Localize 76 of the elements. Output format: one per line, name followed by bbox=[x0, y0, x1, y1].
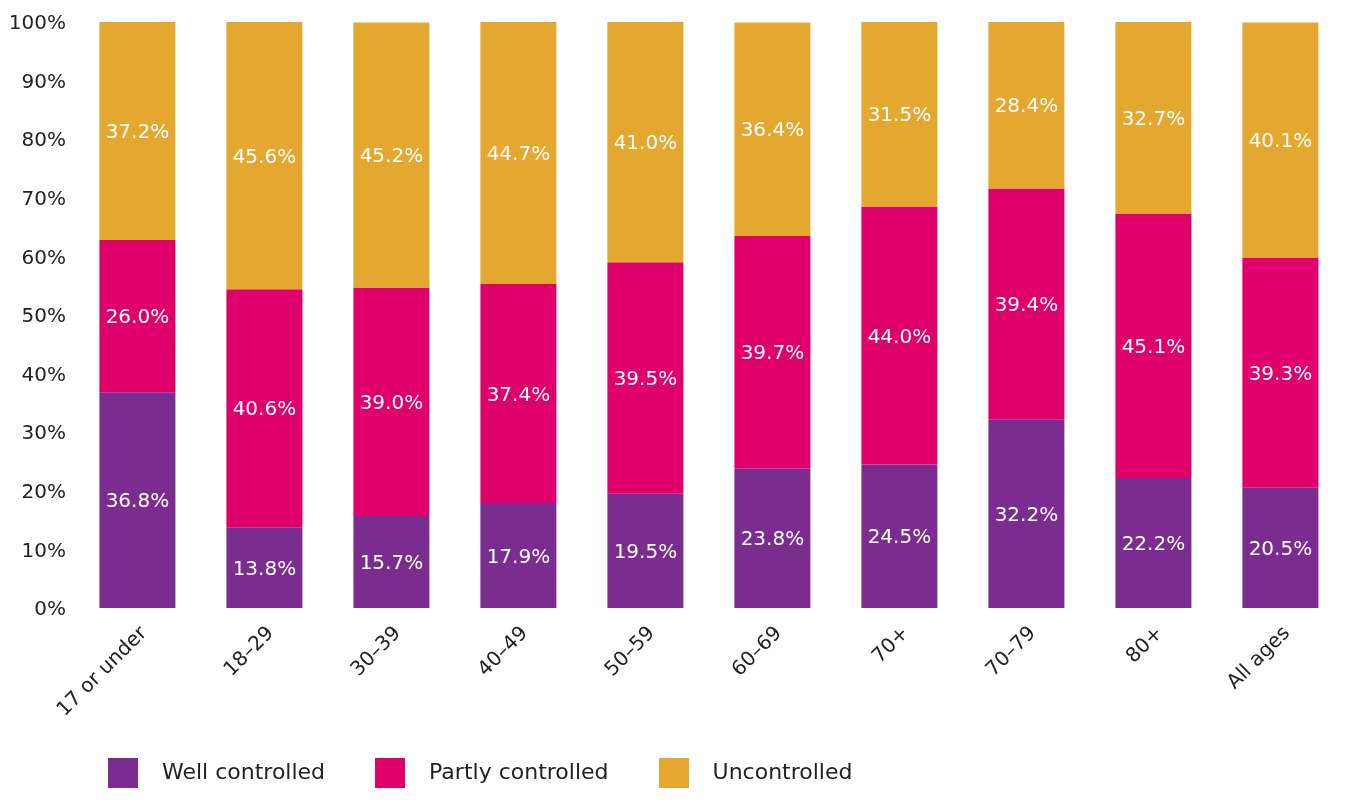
bar bbox=[734, 22, 811, 236]
data-label: 41.0% bbox=[613, 130, 678, 155]
data-label: 22.2% bbox=[1121, 530, 1186, 555]
data-label: 40.1% bbox=[1248, 128, 1313, 153]
data-label: 45.2% bbox=[359, 143, 424, 168]
data-label: 44.7% bbox=[486, 140, 551, 165]
bar bbox=[226, 289, 303, 528]
bar bbox=[480, 22, 557, 284]
data-label: 36.4% bbox=[740, 117, 805, 142]
legend-label: Well controlled bbox=[162, 759, 326, 784]
data-label: 15.7% bbox=[359, 550, 424, 574]
y-tick-label: 70% bbox=[21, 185, 66, 210]
bar bbox=[353, 287, 430, 516]
y-tick-label: 60% bbox=[21, 244, 66, 269]
bar bbox=[1115, 477, 1192, 608]
data-label: 28.4% bbox=[994, 93, 1059, 118]
y-tick-label: 50% bbox=[21, 303, 66, 328]
data-label: 45.6% bbox=[232, 143, 297, 168]
bar bbox=[480, 503, 557, 608]
data-label: 39.7% bbox=[740, 340, 805, 365]
data-label: 26.0% bbox=[105, 304, 170, 329]
bar bbox=[353, 516, 430, 608]
bar bbox=[1242, 22, 1319, 258]
legend-label: Partly controlled bbox=[429, 759, 609, 784]
data-label: 32.7% bbox=[1121, 105, 1186, 130]
data-label: 23.8% bbox=[740, 526, 805, 551]
bar bbox=[861, 206, 938, 465]
bar bbox=[1242, 257, 1319, 488]
data-label: 44.0% bbox=[867, 323, 932, 348]
data-label: 13.8% bbox=[232, 555, 297, 580]
bar bbox=[1115, 213, 1192, 478]
y-tick-label: 10% bbox=[21, 537, 66, 562]
y-tick-label: 0% bbox=[34, 596, 66, 621]
bar bbox=[99, 22, 176, 240]
data-label: 37.2% bbox=[105, 119, 170, 143]
data-label: 20.5% bbox=[1248, 535, 1313, 560]
y-tick-label: 20% bbox=[21, 478, 66, 503]
y-tick-label: 80% bbox=[21, 127, 66, 152]
data-label: 24.5% bbox=[867, 524, 932, 549]
data-label: 36.8% bbox=[105, 488, 170, 513]
data-label: 31.5% bbox=[867, 102, 932, 127]
bar bbox=[988, 188, 1065, 420]
bar bbox=[607, 262, 684, 494]
y-tick-label: 90% bbox=[21, 68, 66, 93]
bar bbox=[353, 22, 430, 288]
x-tick-label: 80+ bbox=[1120, 620, 1168, 668]
y-tick-label: 100% bbox=[8, 10, 66, 35]
bar bbox=[607, 22, 684, 263]
y-tick-label: 30% bbox=[21, 420, 66, 445]
data-label: 32.2% bbox=[994, 501, 1059, 526]
data-label: 19.5% bbox=[613, 538, 678, 563]
x-tick-label: 70+ bbox=[866, 620, 914, 668]
bar bbox=[99, 239, 176, 393]
data-label: 39.4% bbox=[994, 291, 1059, 316]
bar bbox=[1242, 487, 1319, 608]
bar bbox=[734, 235, 811, 469]
legend-label: Uncontrolled bbox=[712, 759, 853, 784]
bar bbox=[1115, 22, 1192, 214]
bar bbox=[861, 22, 938, 207]
data-label: 39.0% bbox=[359, 389, 424, 414]
data-label: 45.1% bbox=[1121, 333, 1186, 358]
bar bbox=[861, 464, 938, 608]
bar bbox=[607, 493, 684, 608]
bar bbox=[480, 283, 557, 504]
bar bbox=[734, 468, 811, 608]
data-label: 39.3% bbox=[1248, 360, 1313, 385]
data-label: 17.9% bbox=[486, 543, 551, 568]
bar bbox=[988, 419, 1065, 608]
y-tick-label: 40% bbox=[21, 361, 66, 386]
bar bbox=[226, 527, 303, 608]
bar bbox=[226, 22, 303, 290]
bar bbox=[988, 22, 1065, 189]
data-label: 37.4% bbox=[486, 381, 551, 406]
bar bbox=[99, 392, 176, 608]
data-label: 40.6% bbox=[232, 396, 297, 421]
data-label: 39.5% bbox=[613, 365, 678, 390]
